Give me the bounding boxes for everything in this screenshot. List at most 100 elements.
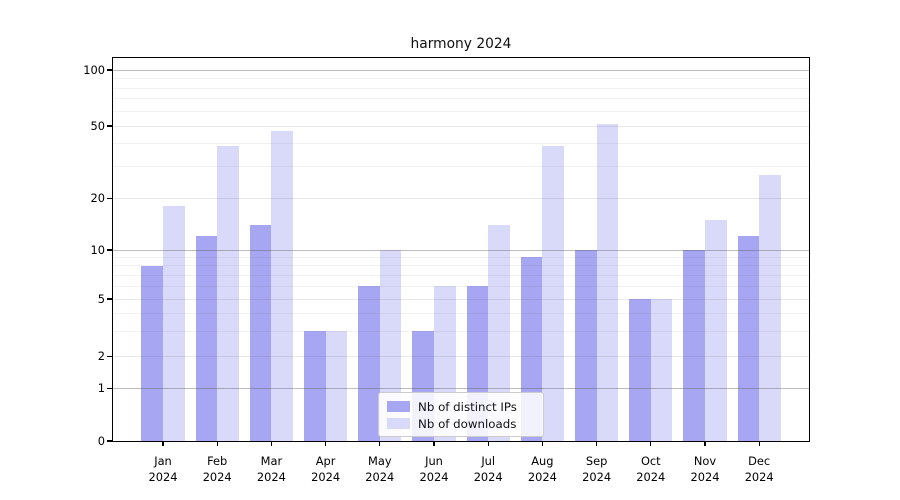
x-tick-mark xyxy=(650,441,652,446)
y-tick-mark xyxy=(107,249,112,251)
bar-distinct-ips xyxy=(737,236,760,441)
x-tick-mark xyxy=(433,441,435,446)
x-tick-mark xyxy=(379,441,381,446)
gridline-labeled xyxy=(113,356,809,358)
x-tick-month: Nov xyxy=(693,454,717,468)
y-tick-label: 50 xyxy=(90,118,106,133)
gridline-minor xyxy=(113,330,809,332)
x-tick-label: Jun 2024 xyxy=(407,454,461,485)
legend-label-distinct-ips: Nb of distinct IPs xyxy=(418,399,517,414)
x-tick-mark xyxy=(704,441,706,446)
bar-distinct-ips xyxy=(358,286,380,441)
x-tick-mark xyxy=(324,441,327,446)
y-tick-mark xyxy=(107,440,112,442)
gridline-minor xyxy=(113,143,809,145)
gridline-minor xyxy=(113,256,809,258)
y-tick-mark xyxy=(107,298,112,300)
bar-distinct-ips xyxy=(303,331,326,441)
x-tick-year: 2024 xyxy=(527,469,557,484)
legend-swatch-downloads xyxy=(387,418,410,429)
gridline-minor xyxy=(113,165,809,167)
x-tick-label: May 2024 xyxy=(353,454,407,485)
bar-downloads xyxy=(325,331,348,441)
bar-distinct-ips xyxy=(141,265,163,441)
bar-downloads xyxy=(759,174,781,441)
y-tick-label: 100 xyxy=(83,62,105,77)
gridline-minor xyxy=(113,285,809,287)
bar-downloads xyxy=(650,299,673,441)
x-tick-label: Jul 2024 xyxy=(461,454,515,485)
y-tick-mark xyxy=(107,387,112,389)
x-tick-year: 2024 xyxy=(582,469,612,484)
x-tick-mark xyxy=(541,441,544,446)
x-tick-year: 2024 xyxy=(690,469,720,484)
x-tick-year: 2024 xyxy=(419,469,449,484)
bar-downloads xyxy=(705,219,727,441)
chart-title: harmony 2024 xyxy=(410,36,512,52)
gridline-labeled xyxy=(113,125,809,127)
gridline-major xyxy=(113,249,809,251)
x-tick-label: Mar 2024 xyxy=(244,454,298,485)
x-tick-label: Oct 2024 xyxy=(624,454,678,485)
bar-distinct-ips xyxy=(683,250,705,441)
bar-downloads xyxy=(542,145,565,441)
x-tick-month: Oct xyxy=(640,454,661,468)
bar-distinct-ips xyxy=(629,299,651,441)
x-tick-year: 2024 xyxy=(256,469,286,484)
x-tick-mark xyxy=(595,441,598,446)
gridline-major xyxy=(113,387,809,389)
gridline-minor xyxy=(113,110,809,112)
legend: Nb of distinct IPs Nb of downloads xyxy=(378,392,544,437)
y-tick-mark xyxy=(107,197,112,200)
legend-label-downloads: Nb of downloads xyxy=(418,416,517,431)
x-tick-month: Jul xyxy=(481,454,496,468)
plot-area xyxy=(112,57,810,442)
x-tick-month: Apr xyxy=(315,454,336,468)
y-tick-label: 20 xyxy=(90,191,106,205)
x-tick-label: Nov 2024 xyxy=(678,454,732,485)
x-tick-year: 2024 xyxy=(744,469,774,484)
gridline-minor xyxy=(113,265,809,267)
x-tick-month: Sep xyxy=(585,454,608,468)
y-tick-label: 1 xyxy=(97,380,105,395)
x-tick-label: Apr 2024 xyxy=(299,454,353,485)
x-tick-month: Feb xyxy=(207,454,228,468)
x-tick-month: Aug xyxy=(531,454,554,468)
y-tick-mark xyxy=(107,125,112,127)
x-tick-month: Mar xyxy=(260,454,283,468)
bar-downloads xyxy=(596,124,619,441)
bar-downloads xyxy=(488,225,510,441)
bar-distinct-ips xyxy=(195,236,218,441)
x-tick-month: Jan xyxy=(154,454,172,468)
y-tick-label: 0 xyxy=(97,433,105,448)
x-tick-month: May xyxy=(368,454,392,468)
x-tick-label: Jan 2024 xyxy=(136,454,190,485)
bar-downloads xyxy=(163,206,185,441)
y-tick-label: 10 xyxy=(90,242,106,257)
gridline-labeled xyxy=(113,298,809,300)
x-tick-year: 2024 xyxy=(148,469,178,484)
x-tick-month: Dec xyxy=(748,454,771,468)
x-tick-year: 2024 xyxy=(311,469,341,484)
gridline-minor xyxy=(113,78,809,79)
gridline-labeled xyxy=(113,198,809,199)
y-tick-label: 2 xyxy=(97,349,105,364)
gridline-minor xyxy=(113,98,809,100)
gridline-minor xyxy=(113,87,809,89)
x-tick-year: 2024 xyxy=(636,469,666,484)
x-tick-mark xyxy=(487,441,489,446)
bar-downloads xyxy=(271,130,294,441)
x-tick-mark xyxy=(758,441,760,446)
y-tick-mark xyxy=(107,69,112,71)
y-tick-mark xyxy=(107,356,112,358)
bar-distinct-ips xyxy=(249,225,272,441)
gridline-minor xyxy=(113,274,809,276)
x-tick-mark xyxy=(162,441,164,446)
x-tick-month: Jun xyxy=(425,454,443,468)
y-tick-label: 5 xyxy=(97,291,105,306)
bar-downloads xyxy=(217,145,239,441)
gridline-major xyxy=(113,69,809,71)
x-tick-year: 2024 xyxy=(202,469,232,484)
x-tick-year: 2024 xyxy=(473,469,503,484)
